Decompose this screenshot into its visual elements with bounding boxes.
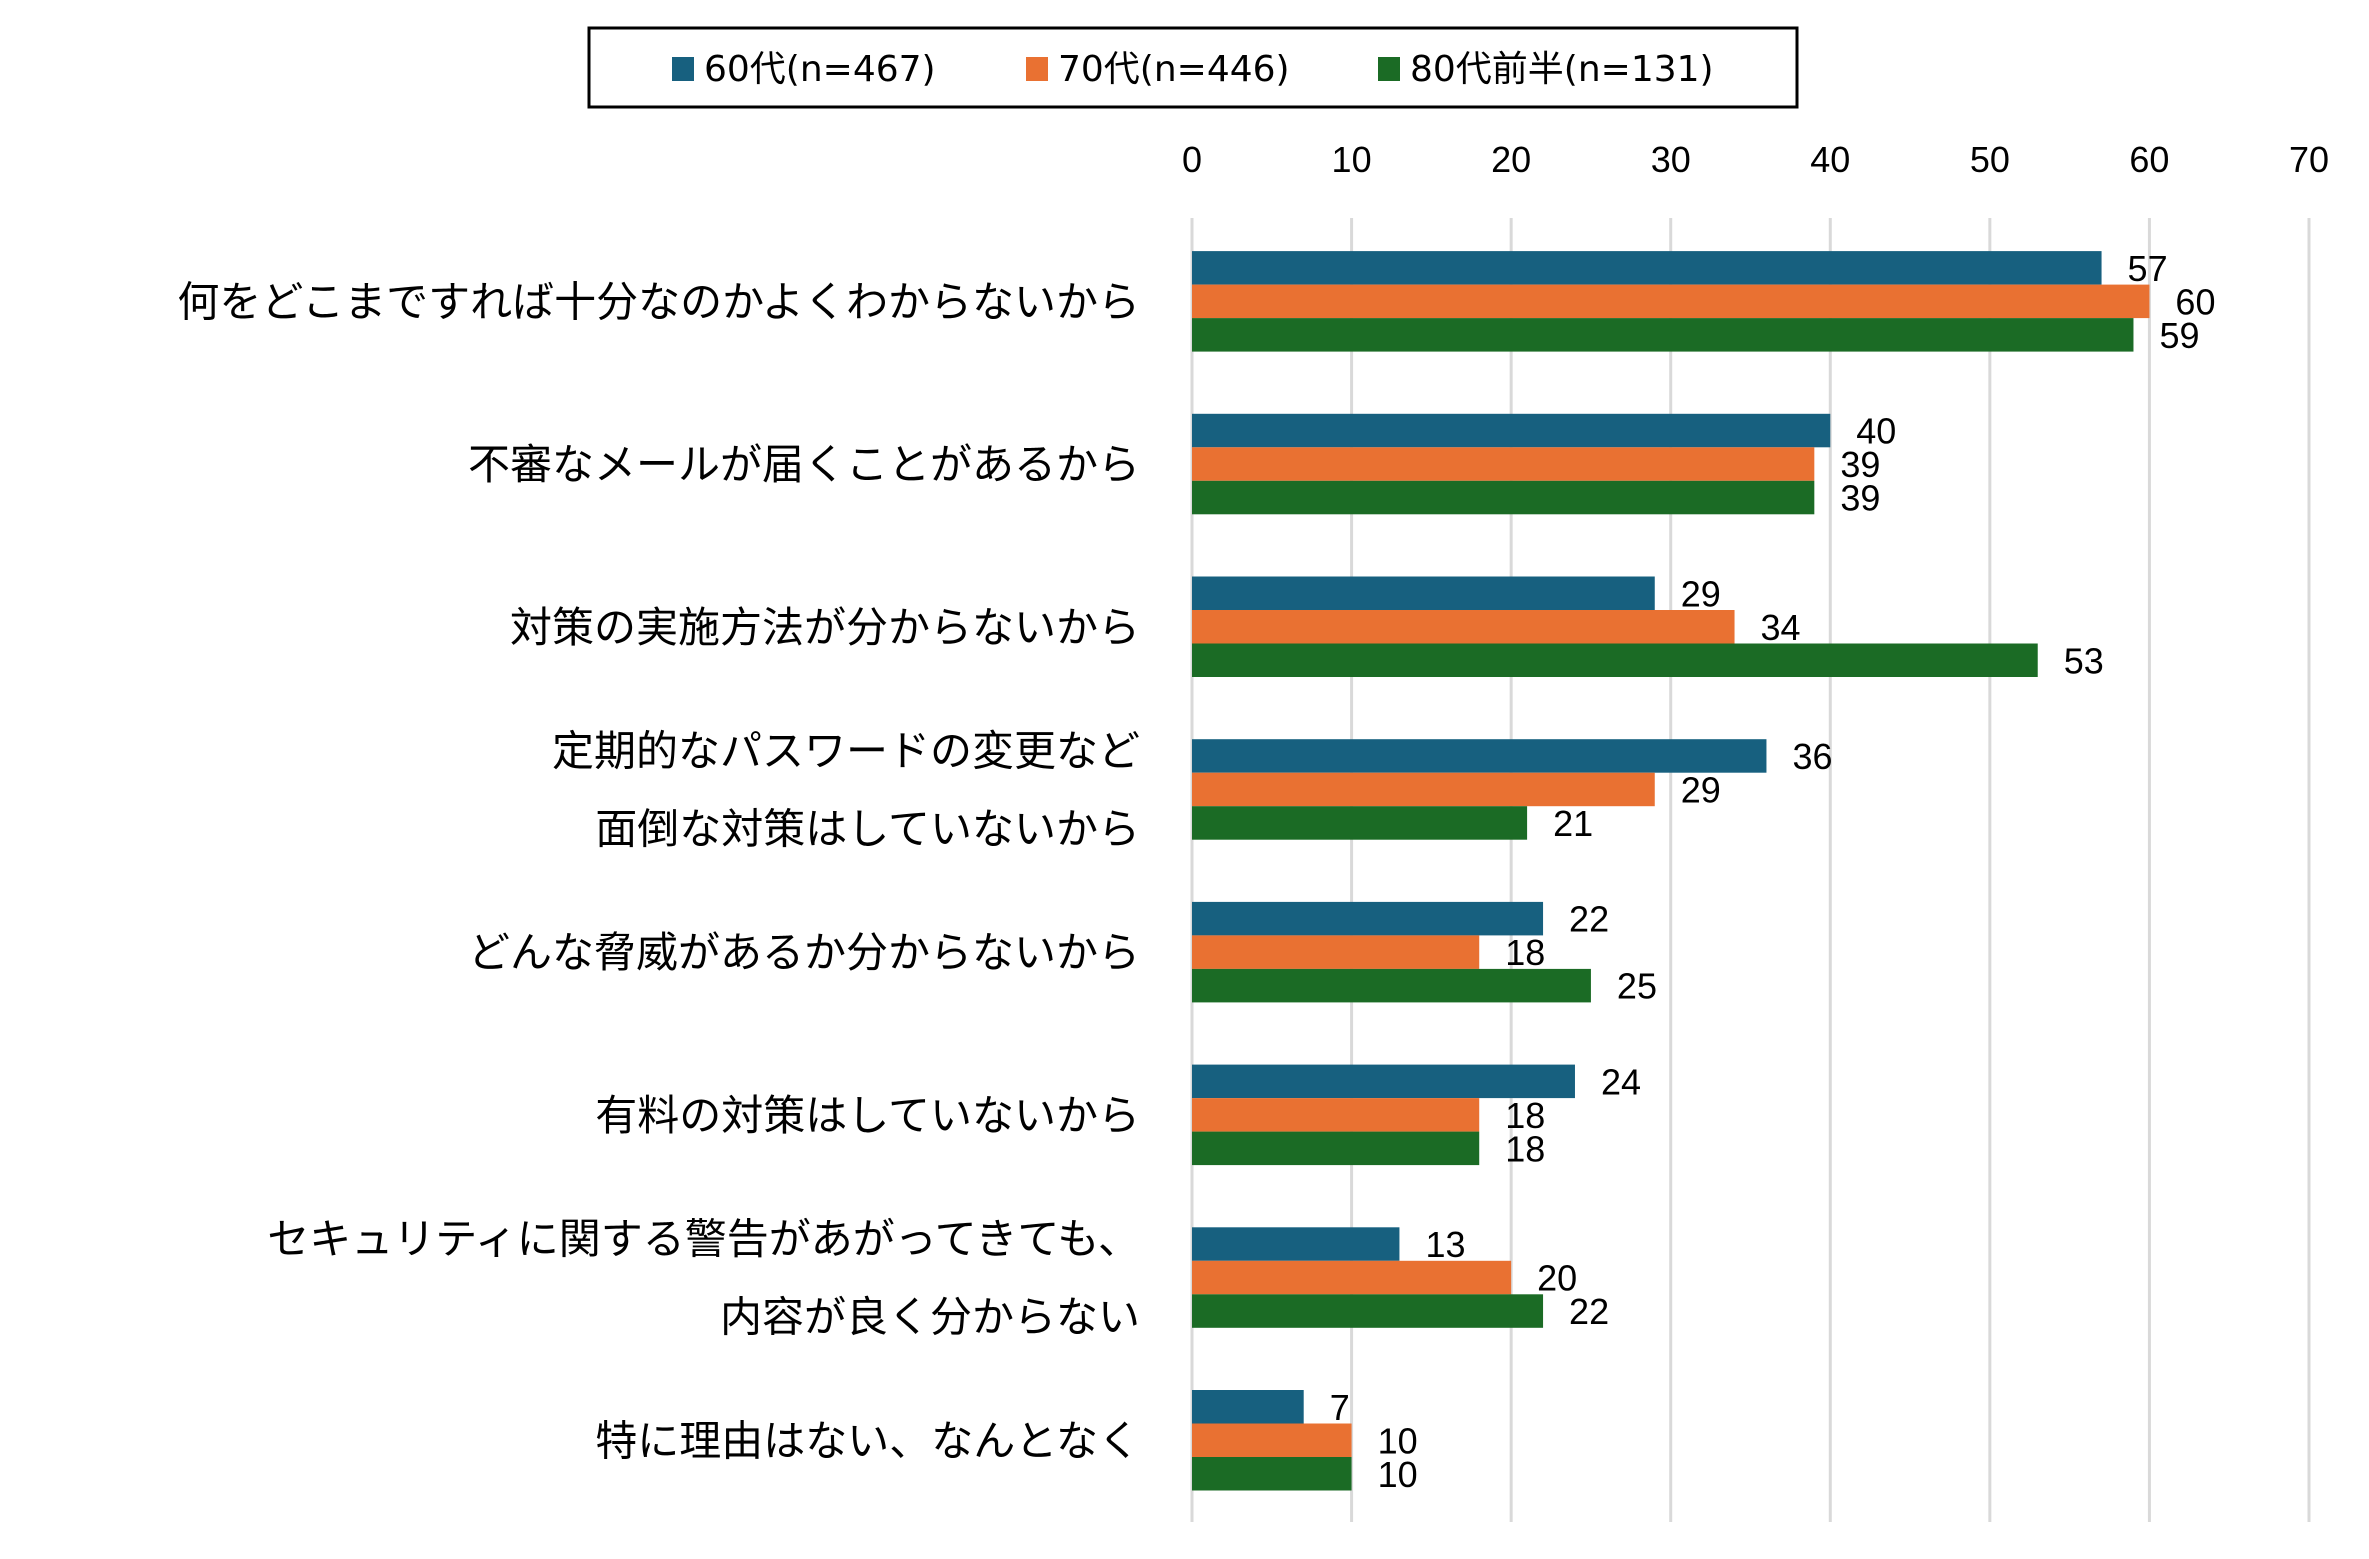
category-label: 不審なメールが届くことがあるから xyxy=(468,440,1140,489)
data-label: 10 xyxy=(1378,1420,1418,1461)
legend-box xyxy=(587,26,1799,109)
legend: 60代(n=467) 70代(n=446) 80代前半(n=131) xyxy=(587,26,1799,109)
category-label: 定期的なパスワードの変更など xyxy=(552,726,1140,775)
data-label: 7 xyxy=(1330,1387,1350,1428)
x-tick-label: 20 xyxy=(1491,139,1531,180)
bar xyxy=(1192,480,1815,515)
category-label: 特に理由はない、なんとなく xyxy=(595,1416,1140,1465)
legend-swatch xyxy=(1378,57,1400,81)
category-label: 面倒な対策はしていないから xyxy=(595,804,1140,853)
bar xyxy=(1192,1064,1575,1099)
category-label: 内容が良く分からない xyxy=(720,1293,1140,1342)
data-label: 60 xyxy=(2175,281,2215,322)
bar xyxy=(1192,1260,1512,1295)
data-label: 10 xyxy=(1378,1454,1418,1495)
x-tick-label: 60 xyxy=(2129,139,2169,180)
bar xyxy=(1192,447,1815,481)
x-tick-label: 50 xyxy=(1970,139,2010,180)
legend-swatch xyxy=(1026,57,1048,81)
bar xyxy=(1192,610,1735,644)
data-label: 13 xyxy=(1425,1224,1465,1265)
category-labels: 何をどこまですれば十分なのかよくわからないから不審なメールが届くことがあるから対… xyxy=(177,277,1140,1465)
bar xyxy=(1192,806,1528,840)
data-label: 53 xyxy=(2064,640,2104,681)
category-label: セキュリティに関する警告があがってきても、 xyxy=(267,1215,1140,1264)
bar xyxy=(1192,1294,1544,1328)
bars: 5760594039392934533629212218252418181320… xyxy=(1192,248,2215,1495)
bar xyxy=(1192,901,1544,936)
data-label: 36 xyxy=(1792,736,1832,777)
data-label: 34 xyxy=(1761,607,1801,648)
bar xyxy=(1192,1423,1352,1457)
data-label: 18 xyxy=(1505,1095,1545,1136)
legend-swatch xyxy=(672,57,694,81)
legend-label: 80代前半(n=131) xyxy=(1410,49,1714,90)
data-label: 29 xyxy=(1681,573,1721,614)
bar xyxy=(1192,968,1591,1003)
data-label: 22 xyxy=(1569,899,1609,940)
x-tick-label: 30 xyxy=(1651,139,1691,180)
bar xyxy=(1192,576,1655,610)
data-label: 18 xyxy=(1505,1128,1545,1169)
bar xyxy=(1192,318,2134,352)
category-label: 対策の実施方法が分からないから xyxy=(510,603,1140,652)
data-label: 57 xyxy=(2128,248,2168,289)
bar xyxy=(1192,643,2038,677)
bar xyxy=(1192,935,1480,969)
data-label: 40 xyxy=(1856,411,1896,452)
data-label: 18 xyxy=(1505,932,1545,973)
bar xyxy=(1192,251,2102,285)
bar xyxy=(1192,739,1767,773)
data-label: 25 xyxy=(1617,966,1657,1007)
x-tick-label: 70 xyxy=(2289,139,2329,180)
bar xyxy=(1192,413,1831,448)
bar xyxy=(1192,772,1655,807)
data-label: 20 xyxy=(1537,1258,1577,1299)
data-label: 59 xyxy=(2159,315,2199,356)
bar xyxy=(1192,1131,1480,1166)
legend-label: 70代(n=446) xyxy=(1058,49,1290,90)
x-tick-label: 0 xyxy=(1182,139,1202,180)
data-label: 22 xyxy=(1569,1291,1609,1332)
bar xyxy=(1192,1098,1480,1132)
data-label: 29 xyxy=(1681,769,1721,810)
x-tick-label: 40 xyxy=(1810,139,1850,180)
data-label: 39 xyxy=(1840,478,1880,519)
category-label: 有料の対策はしていないから xyxy=(595,1091,1140,1140)
data-label: 39 xyxy=(1840,444,1880,485)
bar xyxy=(1192,1227,1400,1261)
data-label: 24 xyxy=(1601,1061,1641,1102)
legend-label: 60代(n=467) xyxy=(704,49,936,90)
bar xyxy=(1192,284,2150,319)
data-label: 21 xyxy=(1553,803,1593,844)
category-label: どんな脅威があるか分からないから xyxy=(468,928,1140,977)
x-tick-label: 10 xyxy=(1332,139,1372,180)
category-label: 何をどこまですれば十分なのかよくわからないから xyxy=(177,277,1140,326)
bar xyxy=(1192,1390,1304,1424)
bar xyxy=(1192,1457,1352,1491)
x-axis-ticks: 0 10 20 30 40 50 60 70 xyxy=(1182,139,2329,180)
